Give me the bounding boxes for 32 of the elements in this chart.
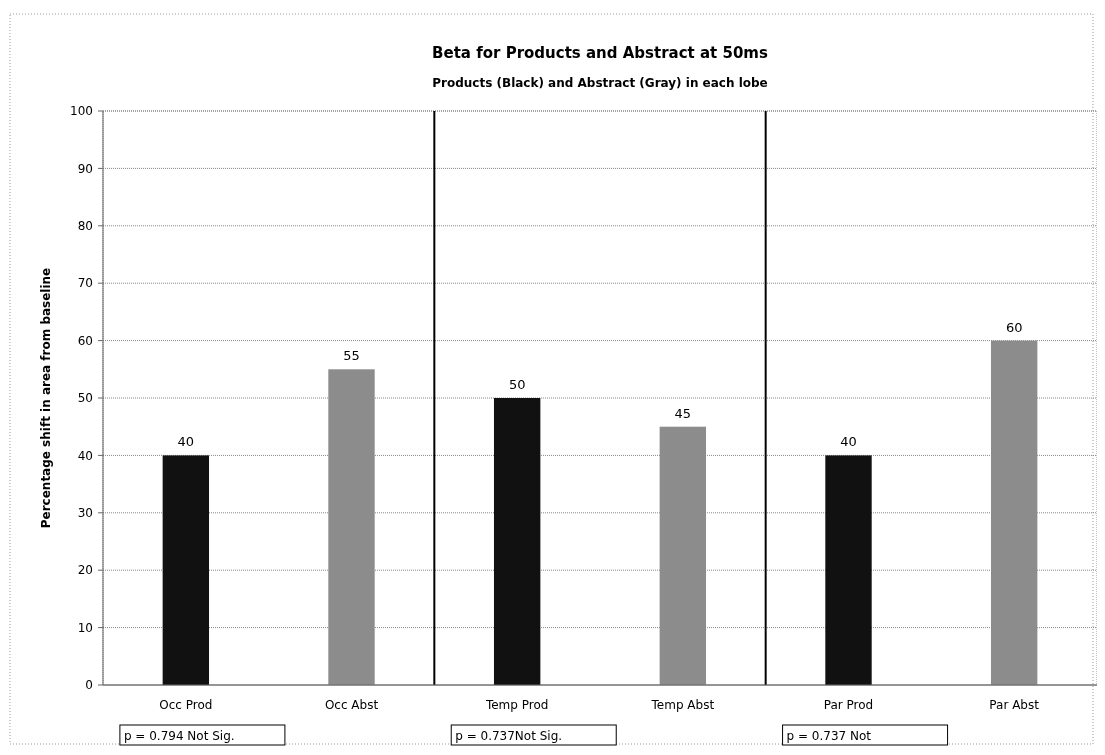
x-tick-label: Temp Prod — [484, 698, 549, 712]
x-tick-label: Occ Abst — [324, 698, 379, 712]
data-label: 55 — [343, 348, 360, 364]
y-tick-label: 20 — [77, 563, 93, 578]
y-tick-label: 80 — [77, 219, 93, 233]
text: p = 0.794 Not Sig. — [123, 729, 235, 743]
bar — [825, 455, 872, 685]
x-tick-label: Par Abst — [989, 698, 1040, 712]
data-label: 50 — [508, 377, 526, 392]
x-tick-label: Temp Abst — [650, 698, 715, 712]
text: p = 0.737Not Sig. — [455, 729, 563, 743]
data-label: 45 — [674, 405, 692, 421]
y-tick-label: 40 — [77, 448, 93, 463]
chart-subtitle: Products (Black) and Abstract (Gray) in each lobe — [432, 76, 768, 90]
y-tick-label: 50 — [77, 391, 93, 406]
text: p = 0.737 Not — [786, 729, 872, 743]
y-axis-title: Percentage shift in area from baseline — [39, 267, 53, 529]
y-tick-label: 90 — [77, 161, 93, 176]
y-tick-label: 0 — [85, 678, 93, 693]
y-tick-label: 30 — [77, 506, 93, 520]
y-tick-label: 100 — [70, 104, 93, 119]
bar — [493, 398, 541, 685]
bar — [162, 455, 210, 685]
data-label: 40 — [840, 434, 857, 450]
y-tick-label: 70 — [77, 276, 93, 291]
chart-title: Beta for Products and Abstract at 50ms — [432, 44, 768, 62]
x-tick-label: Par Prod — [823, 698, 874, 712]
y-tick-label: 60 — [77, 333, 93, 348]
data-label: 40 — [177, 434, 195, 450]
y-tick-label: 10 — [77, 620, 93, 635]
x-tick-label: Occ Prod — [159, 698, 213, 712]
data-label: 60 — [1005, 319, 1023, 335]
